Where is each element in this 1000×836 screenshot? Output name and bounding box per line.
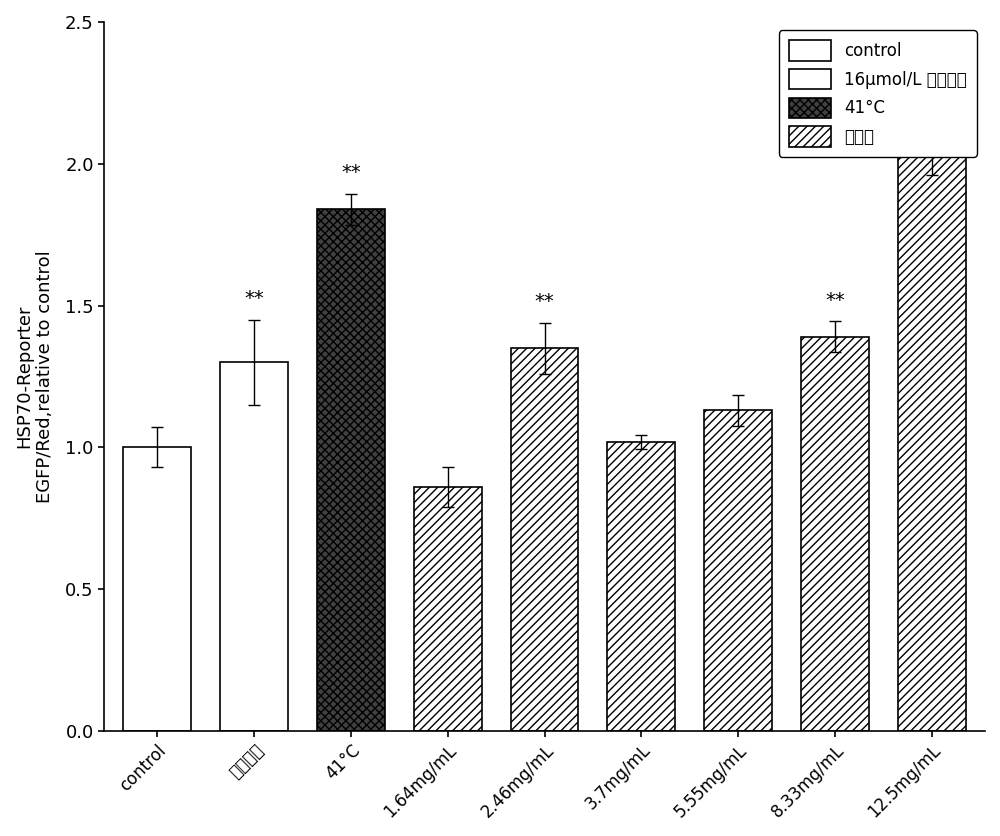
Bar bbox=[704, 410, 772, 731]
Text: **: ** bbox=[922, 65, 942, 84]
Bar bbox=[801, 337, 869, 731]
Text: **: ** bbox=[341, 163, 361, 182]
Bar bbox=[607, 441, 675, 731]
Bar bbox=[511, 348, 578, 731]
Bar bbox=[414, 487, 482, 731]
Bar bbox=[317, 209, 385, 731]
Y-axis label: HSP70-Reporter
EGFP/Red,relative to control: HSP70-Reporter EGFP/Red,relative to cont… bbox=[15, 250, 54, 502]
Text: **: ** bbox=[825, 291, 845, 310]
Bar bbox=[898, 135, 966, 731]
Text: **: ** bbox=[535, 292, 554, 311]
Bar bbox=[220, 362, 288, 731]
Legend: control, 16μmol/L 替普瑞酮, 41°C, 五味子: control, 16μmol/L 替普瑞酮, 41°C, 五味子 bbox=[779, 30, 977, 156]
Text: **: ** bbox=[244, 289, 264, 308]
Bar bbox=[123, 447, 191, 731]
